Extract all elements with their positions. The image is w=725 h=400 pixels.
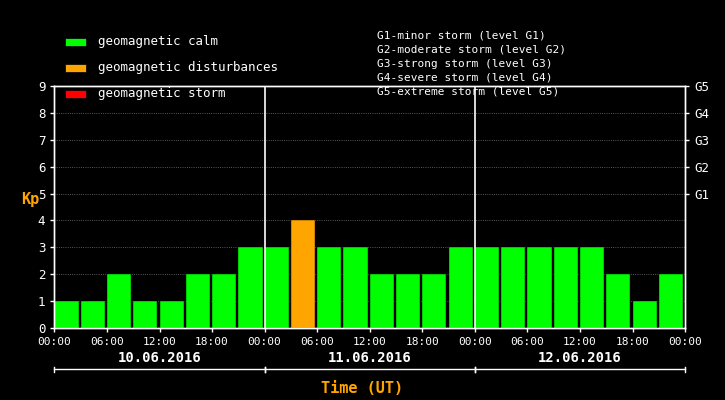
Bar [107, 274, 131, 328]
Text: G2-moderate storm (level G2): G2-moderate storm (level G2) [377, 45, 566, 55]
Text: G3-strong storm (level G3): G3-strong storm (level G3) [377, 59, 552, 69]
Bar [80, 301, 105, 328]
Text: 12.06.2016: 12.06.2016 [538, 351, 622, 365]
Text: geomagnetic disturbances: geomagnetic disturbances [98, 62, 278, 74]
Bar [370, 274, 394, 328]
Bar [186, 274, 210, 328]
Text: Time (UT): Time (UT) [321, 381, 404, 396]
Bar [317, 247, 341, 328]
Bar [133, 301, 157, 328]
Bar [632, 301, 657, 328]
Bar [291, 220, 315, 328]
Bar [422, 274, 447, 328]
Bar [580, 247, 604, 328]
Text: 11.06.2016: 11.06.2016 [328, 351, 412, 365]
Bar [54, 301, 78, 328]
Bar [659, 274, 683, 328]
Bar [527, 247, 552, 328]
Y-axis label: Kp: Kp [21, 192, 40, 207]
Text: 10.06.2016: 10.06.2016 [117, 351, 202, 365]
Bar [344, 247, 368, 328]
Bar [160, 301, 183, 328]
Bar [265, 247, 289, 328]
Text: G1-minor storm (level G1): G1-minor storm (level G1) [377, 31, 546, 41]
Bar [501, 247, 526, 328]
Bar [212, 274, 236, 328]
Bar [449, 247, 473, 328]
Bar [239, 247, 262, 328]
Bar [396, 274, 420, 328]
Text: G5-extreme storm (level G5): G5-extreme storm (level G5) [377, 87, 559, 97]
Bar [606, 274, 631, 328]
Bar [475, 247, 499, 328]
Bar [554, 247, 578, 328]
Text: G4-severe storm (level G4): G4-severe storm (level G4) [377, 73, 552, 83]
Text: geomagnetic storm: geomagnetic storm [98, 88, 225, 100]
Text: geomagnetic calm: geomagnetic calm [98, 36, 218, 48]
